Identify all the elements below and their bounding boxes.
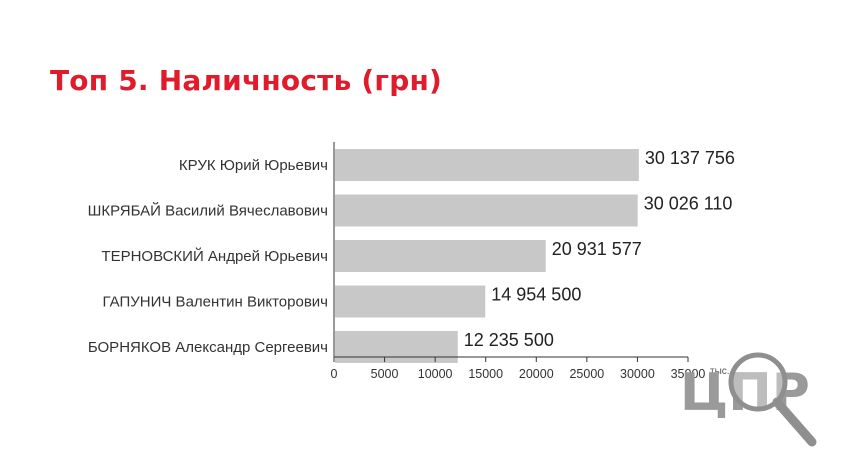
data-label: 30 137 756 [645,148,735,168]
x-tick-label: 30000 [620,367,655,381]
data-label: 30 026 110 [644,194,733,214]
category-label: БОРНЯКОВ Александр Сергеевич [88,339,328,356]
magnifier-icon [728,352,817,447]
x-tick-label: 10000 [418,367,453,381]
axes-layer: 0 5000 10000 15000 20000 25000 30000 35000 тыс. [331,142,730,381]
x-unit-label: тыс. [710,366,730,377]
x-tick-label: 20000 [519,367,554,381]
category-label: ГАПУНИЧ Валентин Викторович [103,294,328,311]
category-label: ТЕРНОВСКИЙ Андрей Юрьевич [101,247,328,265]
bar [335,240,546,272]
data-label: 14 954 500 [491,285,581,305]
bars-layer [335,149,639,363]
labels-layer: КРУК Юрий Юрьевич 30 137 756 ШКРЯБАЙ Васил… [88,148,735,356]
bar [335,149,639,181]
category-label: КРУК Юрий Юрьевич [179,157,328,174]
x-tick-label: 25000 [569,367,604,381]
x-tick-label: 0 [331,367,338,381]
category-label: ШКРЯБАЙ Василий Вячеславович [88,202,328,220]
data-label: 20 931 577 [552,239,642,259]
bar [335,331,458,363]
x-tick-label: 5000 [371,367,399,381]
x-tick-label: 35000 [671,367,706,381]
data-label: 12 235 500 [464,330,554,350]
x-tick-label: 15000 [468,367,503,381]
chart-title: Топ 5. Наличность (грн) [50,64,443,97]
bar [335,285,486,318]
bar [335,194,638,227]
watermark-logo: ЦПР [680,352,817,447]
